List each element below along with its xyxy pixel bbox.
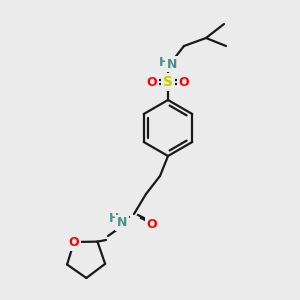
Text: N: N	[117, 217, 127, 230]
Text: O: O	[69, 236, 79, 248]
Text: S: S	[163, 75, 173, 89]
Text: O: O	[179, 76, 189, 88]
Text: H: H	[159, 56, 169, 68]
Text: H: H	[109, 212, 119, 226]
Text: O: O	[147, 76, 157, 88]
Text: O: O	[147, 218, 157, 230]
Text: N: N	[167, 58, 177, 70]
